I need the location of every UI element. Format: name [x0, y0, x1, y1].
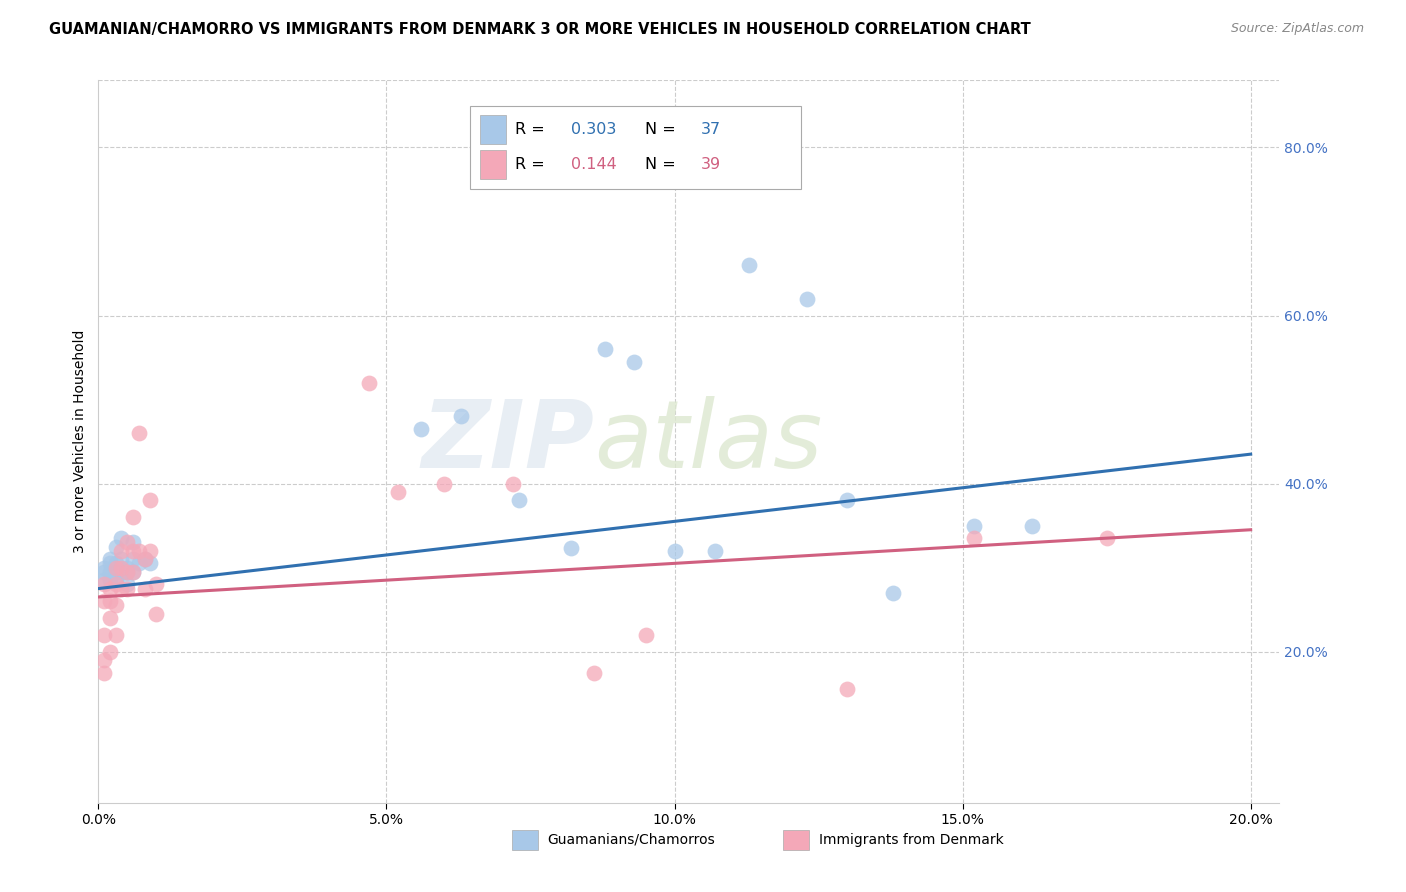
Point: [115, 565, 138, 579]
Point: [963, 518, 986, 533]
Text: ZIP: ZIP: [422, 395, 595, 488]
Point: [122, 510, 145, 524]
Point: [115, 577, 138, 591]
Point: [359, 376, 381, 390]
FancyBboxPatch shape: [471, 105, 801, 189]
Point: [104, 577, 127, 591]
Point: [145, 577, 167, 591]
Point: [122, 535, 145, 549]
Point: [110, 560, 132, 574]
Point: [128, 426, 150, 441]
Point: [433, 476, 456, 491]
Point: [104, 557, 127, 571]
Point: [134, 552, 156, 566]
Point: [110, 543, 132, 558]
Point: [98, 611, 121, 625]
Point: [110, 552, 132, 566]
Point: [508, 493, 530, 508]
Point: [93, 594, 115, 608]
Point: [93, 665, 115, 680]
Point: [122, 565, 145, 579]
Text: GUAMANIAN/CHAMORRO VS IMMIGRANTS FROM DENMARK 3 OR MORE VEHICLES IN HOUSEHOLD CO: GUAMANIAN/CHAMORRO VS IMMIGRANTS FROM DE…: [49, 22, 1031, 37]
Bar: [512, 830, 537, 850]
Point: [104, 560, 127, 574]
Point: [110, 531, 132, 545]
Point: [837, 493, 859, 508]
Point: [139, 557, 162, 571]
Text: Source: ZipAtlas.com: Source: ZipAtlas.com: [1230, 22, 1364, 36]
Point: [93, 565, 115, 579]
Text: N =: N =: [645, 122, 681, 136]
Point: [122, 543, 145, 558]
Point: [110, 582, 132, 596]
Point: [98, 594, 121, 608]
Point: [634, 628, 657, 642]
Point: [796, 292, 818, 306]
Point: [93, 628, 115, 642]
Text: Immigrants from Denmark: Immigrants from Denmark: [818, 832, 1004, 847]
Point: [98, 644, 121, 658]
Point: [963, 531, 986, 545]
Text: R =: R =: [516, 122, 550, 136]
Point: [104, 599, 127, 613]
Text: 0.303: 0.303: [571, 122, 616, 136]
Point: [145, 607, 167, 621]
Point: [93, 577, 115, 591]
Text: R =: R =: [516, 157, 550, 172]
Bar: [479, 115, 506, 144]
Y-axis label: 3 or more Vehicles in Household: 3 or more Vehicles in Household: [73, 330, 87, 553]
Point: [104, 565, 127, 579]
Point: [1021, 518, 1043, 533]
Point: [98, 552, 121, 566]
Point: [93, 560, 115, 574]
Point: [560, 541, 582, 556]
Point: [128, 543, 150, 558]
Point: [93, 653, 115, 667]
Point: [98, 573, 121, 587]
Point: [122, 565, 145, 579]
Point: [582, 665, 605, 680]
Point: [450, 409, 472, 424]
Point: [98, 557, 121, 571]
Point: [664, 543, 686, 558]
Point: [409, 422, 432, 436]
Point: [623, 355, 645, 369]
Text: atlas: atlas: [595, 396, 823, 487]
Point: [1095, 531, 1118, 545]
Point: [595, 342, 617, 356]
Point: [139, 493, 162, 508]
Point: [115, 535, 138, 549]
Point: [98, 582, 121, 596]
Point: [502, 476, 524, 491]
Point: [115, 582, 138, 596]
Point: [738, 258, 761, 272]
Text: Guamanians/Chamorros: Guamanians/Chamorros: [547, 832, 716, 847]
Point: [139, 543, 162, 558]
Point: [93, 573, 115, 587]
Point: [115, 565, 138, 579]
Point: [128, 557, 150, 571]
Point: [882, 586, 904, 600]
Text: N =: N =: [645, 157, 681, 172]
Point: [387, 485, 409, 500]
Bar: [479, 151, 506, 179]
Point: [104, 540, 127, 554]
Point: [104, 628, 127, 642]
Point: [104, 573, 127, 587]
Point: [115, 560, 138, 574]
Point: [134, 552, 156, 566]
Text: 39: 39: [700, 157, 721, 172]
Point: [134, 582, 156, 596]
Text: 37: 37: [700, 122, 721, 136]
Point: [837, 682, 859, 697]
Text: 0.144: 0.144: [571, 157, 617, 172]
Point: [703, 543, 725, 558]
Bar: [783, 830, 810, 850]
Point: [110, 565, 132, 579]
Point: [122, 552, 145, 566]
Point: [98, 565, 121, 579]
